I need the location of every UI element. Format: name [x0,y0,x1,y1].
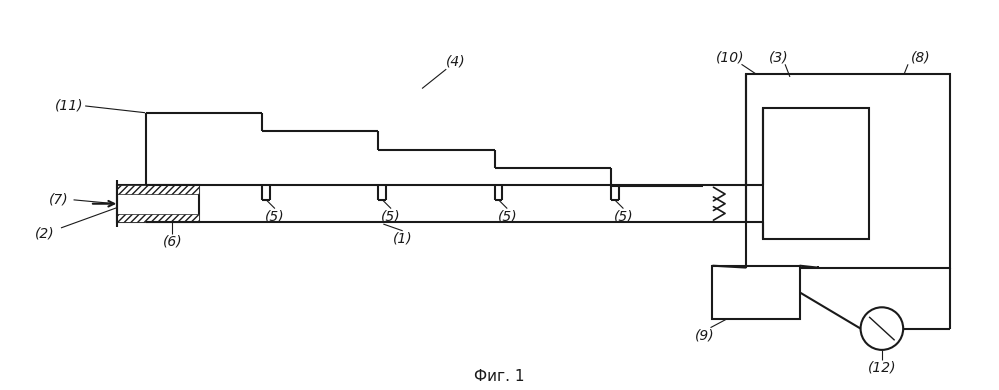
Text: (5): (5) [613,209,633,223]
Text: (7): (7) [49,193,69,207]
Bar [117,185,200,193]
Bar [746,74,950,268]
Text: (6): (6) [163,234,182,248]
Bar [712,266,799,319]
Text: (8): (8) [911,51,930,64]
Text: (5): (5) [498,209,517,223]
Text: (4): (4) [447,55,466,68]
Bar [763,108,869,239]
Text: (2): (2) [35,227,54,241]
Bar [117,214,200,222]
Bar [117,185,200,222]
Text: (5): (5) [265,209,285,223]
Text: (11): (11) [55,99,83,113]
Text: (10): (10) [715,51,744,64]
Text: (12): (12) [868,360,896,374]
Text: (3): (3) [768,51,788,64]
Text: Фиг. 1: Фиг. 1 [475,369,524,385]
Text: (1): (1) [393,232,413,246]
Text: (5): (5) [382,209,401,223]
Text: (9): (9) [695,328,714,342]
